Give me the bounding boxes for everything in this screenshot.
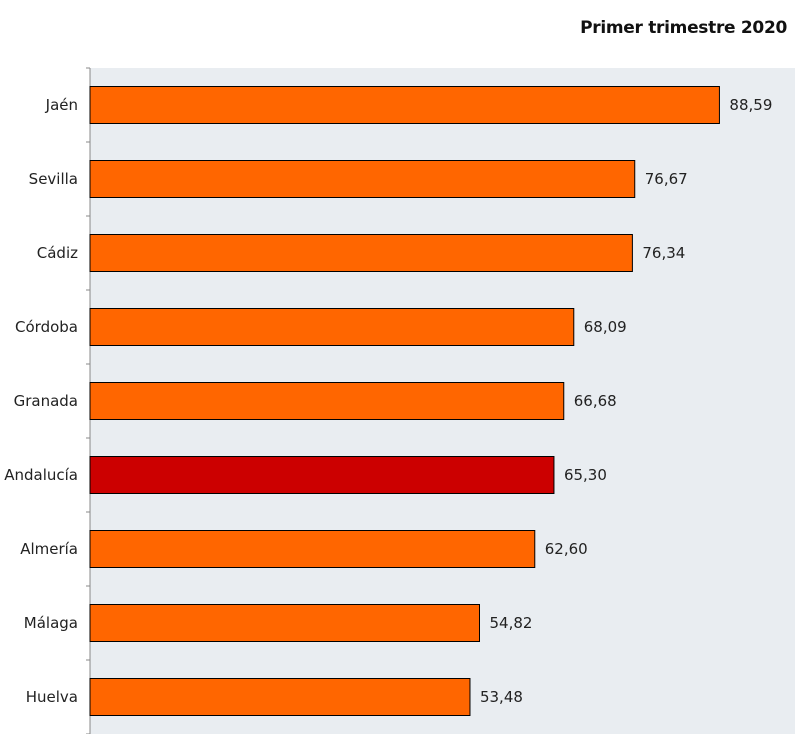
value-label: 66,68 <box>574 392 617 410</box>
bar-province <box>89 530 536 568</box>
bar-province <box>89 382 565 420</box>
value-label: 53,48 <box>480 688 523 706</box>
value-label: 54,82 <box>489 614 532 632</box>
category-label: Huelva <box>26 688 78 706</box>
y-axis-ticks <box>86 67 90 734</box>
category-label: Sevilla <box>29 170 78 188</box>
category-label: Jaén <box>45 96 78 114</box>
category-labels: Jaén Sevilla Cádiz Córdoba Granada Andalucía A… <box>4 96 78 706</box>
category-label: Andalucía <box>4 466 78 484</box>
category-label: Granada <box>14 392 78 410</box>
bar-province <box>89 160 636 198</box>
bars-group <box>89 86 720 716</box>
value-label: 65,30 <box>564 466 607 484</box>
category-label: Málaga <box>24 614 78 632</box>
bar-province <box>89 678 471 716</box>
value-labels: 88,59 76,67 76,34 68,09 66,68 65,30 62,60 54,82… <box>480 96 772 706</box>
bar-highlight <box>89 456 555 494</box>
bar-province <box>89 308 575 346</box>
value-label: 68,09 <box>584 318 627 336</box>
category-label: Almería <box>20 540 78 558</box>
value-label: 62,60 <box>545 540 588 558</box>
bar-province <box>89 86 720 124</box>
category-label: Cádiz <box>37 244 78 262</box>
bar-province <box>89 234 633 272</box>
value-label: 76,34 <box>642 244 685 262</box>
category-label: Córdoba <box>15 318 78 336</box>
bar-province <box>89 604 480 642</box>
value-label: 88,59 <box>729 96 772 114</box>
value-label: 76,67 <box>645 170 688 188</box>
chart-title: Primer trimestre 2020 <box>580 18 787 38</box>
